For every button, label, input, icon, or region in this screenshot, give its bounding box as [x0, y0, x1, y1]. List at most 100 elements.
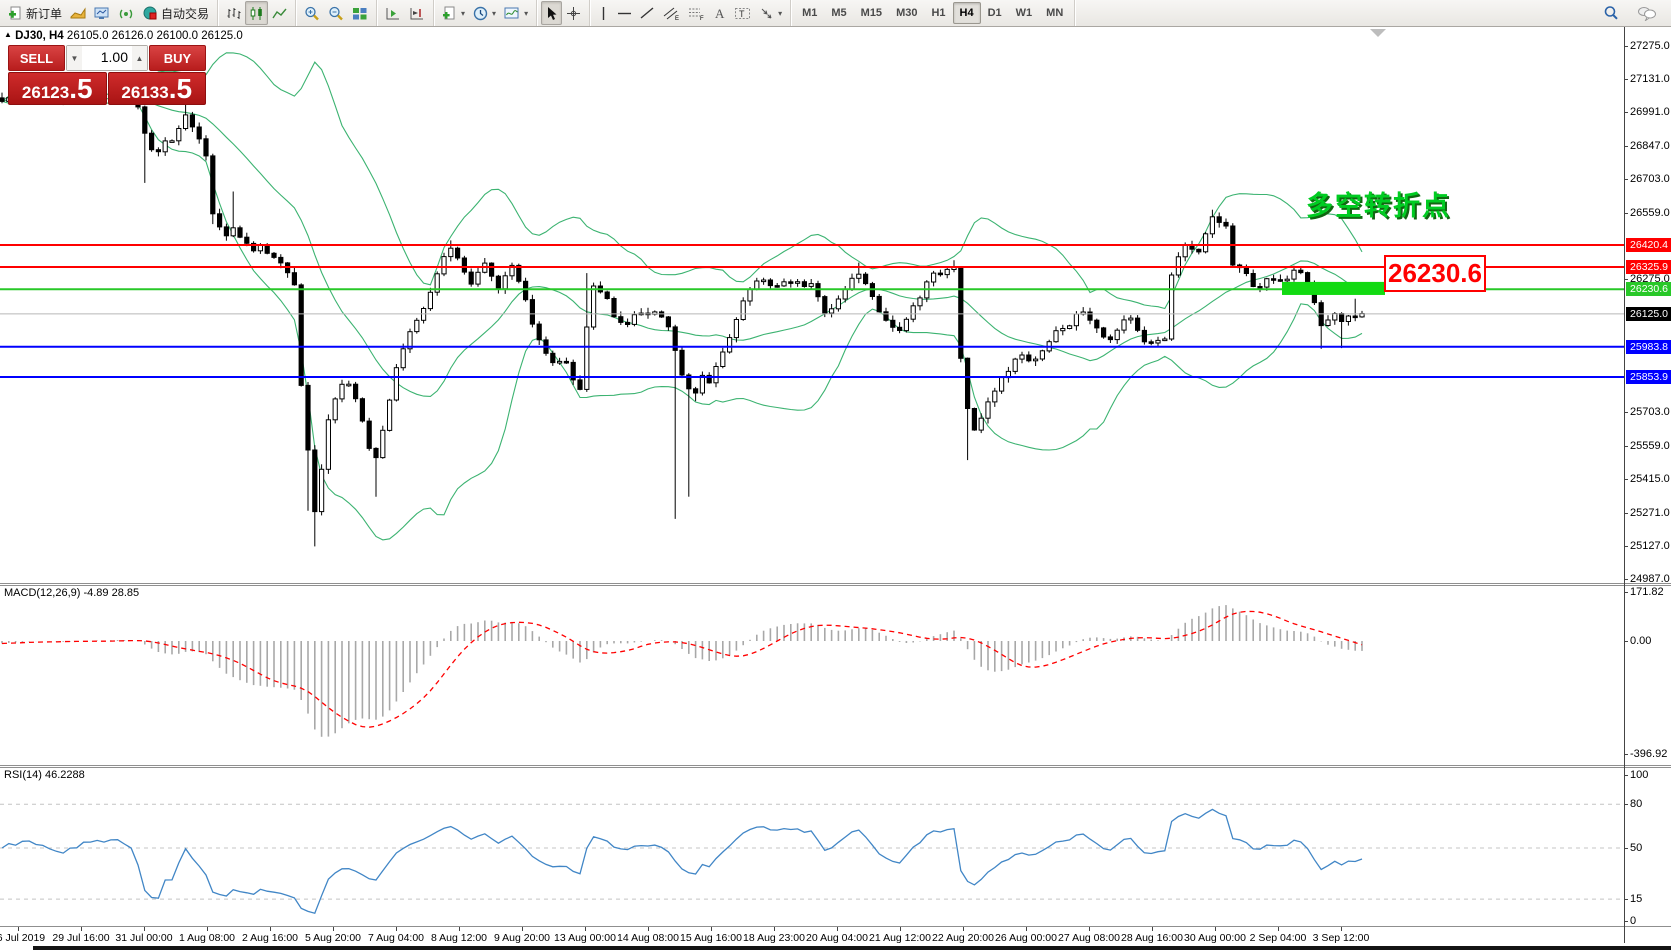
rsi-indicator-label: RSI(14) 46.2288 — [4, 769, 85, 781]
rsi-panel-canvas[interactable] — [0, 767, 1671, 926]
time-axis-tick — [207, 927, 208, 931]
candle-body — [774, 285, 780, 288]
candlestick-chart-button[interactable] — [245, 1, 269, 25]
panel-separator[interactable] — [0, 765, 1671, 766]
panel-collapse-icon[interactable]: ▲ — [4, 30, 12, 39]
line-chart-icon — [272, 6, 287, 21]
price-tick-label: 27275.0 — [1630, 40, 1670, 52]
crosshair-button[interactable] — [562, 1, 585, 25]
tile-windows-button[interactable] — [348, 1, 372, 25]
price-tick-label: 24987.0 — [1630, 573, 1670, 585]
panel-separator[interactable] — [0, 583, 1671, 584]
trendline-button[interactable] — [636, 1, 659, 25]
timeframe-button-d1[interactable]: D1 — [987, 7, 1002, 19]
timeframe-button-h1[interactable]: H1 — [931, 7, 946, 19]
zoom-in-icon — [304, 6, 320, 21]
axis-tick — [1624, 79, 1628, 80]
bar-chart-button[interactable] — [222, 1, 245, 25]
templates-dropdown[interactable]: ▾ — [500, 1, 532, 25]
candle-body — [189, 114, 196, 128]
market-watch-icon — [94, 6, 110, 21]
timeframe-button-w1[interactable]: W1 — [1015, 7, 1033, 19]
candle-body — [305, 384, 311, 451]
volume-decrease-button[interactable]: ▼ — [67, 46, 82, 70]
axis-tick — [1624, 479, 1628, 480]
timeframe-button-h4[interactable]: H4 — [952, 2, 981, 24]
time-axis-label: 28 Aug 16:00 — [1121, 932, 1183, 944]
chart-profiles-button[interactable] — [66, 1, 90, 25]
autotrade-icon — [142, 6, 158, 21]
new-chart-dropdown[interactable]: ▾ — [438, 1, 469, 25]
price-callout-label[interactable]: 26230.6 — [1384, 255, 1486, 292]
candle-body — [325, 419, 331, 470]
buy-price-button[interactable]: 26133 .5 — [107, 72, 206, 105]
time-axis-tick — [144, 927, 145, 931]
candle-body — [591, 285, 597, 328]
candle-body — [278, 256, 284, 264]
chart-shift-button[interactable] — [405, 1, 429, 25]
timeframe-button-m15[interactable]: M15 — [860, 7, 883, 19]
zoom-out-button[interactable] — [324, 1, 348, 25]
candle-body — [1141, 329, 1148, 343]
candle-body — [393, 367, 399, 401]
candle-body — [897, 326, 903, 331]
arrows-dropdown[interactable]: ▾ — [755, 1, 786, 25]
sell-price-button[interactable]: 26123 .5 — [8, 72, 107, 105]
new-order-button[interactable]: 新订单 — [4, 1, 66, 25]
dropdown-caret-icon: ▾ — [524, 8, 529, 18]
candle-body — [604, 291, 610, 299]
candle-body — [529, 299, 535, 325]
fibonacci-button[interactable]: F — [684, 1, 709, 25]
time-axis-label: 31 Jul 00:00 — [115, 932, 173, 944]
candle-body — [903, 318, 909, 332]
candle-body — [142, 106, 148, 134]
volume-input[interactable]: 1.00 — [100, 49, 128, 65]
highlight-rectangle-object[interactable] — [1282, 281, 1385, 295]
time-axis-label: 3 Sep 12:00 — [1312, 932, 1370, 944]
timeframe-button-m1[interactable]: M1 — [802, 7, 818, 19]
time-axis-tick — [837, 927, 838, 931]
chart-annotation-text[interactable]: 多空转折点 — [1306, 191, 1451, 221]
timeframe-button-m30[interactable]: M30 — [896, 7, 918, 19]
text-icon: A — [713, 6, 726, 20]
svg-text:E: E — [675, 16, 679, 21]
candle-body — [829, 308, 835, 314]
horizontal-line-button[interactable] — [613, 1, 636, 25]
chat-icon — [1637, 5, 1657, 21]
signals-button[interactable] — [114, 1, 138, 25]
candle-body — [1073, 313, 1080, 327]
timeframe-button-mn[interactable]: MN — [1046, 7, 1064, 19]
chart-shift-marker-icon[interactable] — [1370, 29, 1386, 37]
label-button[interactable]: T — [730, 1, 755, 25]
price-tick-label: 25559.0 — [1630, 440, 1670, 452]
volume-increase-button[interactable]: ▲ — [132, 46, 147, 70]
sell-button[interactable]: SELL — [8, 45, 65, 71]
candle-body — [339, 383, 345, 400]
vertical-line-button[interactable] — [594, 1, 613, 25]
market-watch-button[interactable] — [90, 1, 114, 25]
autotrade-button[interactable]: 自动交易 — [138, 1, 213, 25]
line-chart-button[interactable] — [268, 1, 291, 25]
candle-body — [353, 383, 359, 400]
periods-dropdown[interactable]: ▾ — [469, 1, 500, 25]
main-chart-canvas[interactable] — [0, 27, 1671, 583]
candle-body — [1264, 278, 1270, 288]
search-button[interactable] — [1599, 1, 1623, 25]
macd-tick-label: 171.82 — [1630, 586, 1664, 598]
candle-body — [577, 379, 583, 390]
zoom-in-button[interactable] — [300, 1, 324, 25]
candle-body — [516, 264, 522, 282]
candle-body — [1291, 269, 1297, 280]
chat-button[interactable] — [1633, 1, 1661, 25]
timeframe-button-m5[interactable]: M5 — [831, 7, 847, 19]
channel-button[interactable]: E — [659, 1, 684, 25]
text-button[interactable]: A — [709, 1, 730, 25]
candle-body — [1250, 273, 1256, 287]
label-icon: T — [734, 6, 751, 21]
buy-button[interactable]: BUY — [149, 45, 206, 71]
macd-panel-canvas[interactable] — [0, 585, 1671, 765]
toolbar-group-chart-type — [218, 0, 297, 26]
cursor-button[interactable] — [541, 1, 563, 25]
bollinger-lower-band — [1, 100, 1363, 541]
auto-scroll-button[interactable] — [381, 1, 405, 25]
